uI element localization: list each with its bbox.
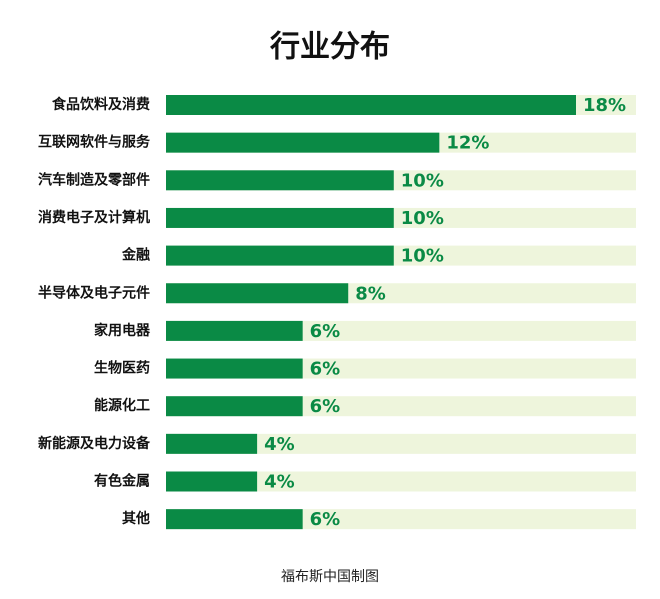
- bar: [166, 245, 394, 266]
- value-label: 18%: [583, 95, 626, 116]
- value-label: 12%: [446, 133, 489, 154]
- category-label: 金融: [121, 247, 150, 264]
- source-note: 福布斯中国制图: [281, 569, 379, 585]
- value-label: 10%: [401, 170, 444, 191]
- value-label: 8%: [355, 283, 386, 304]
- bar: [166, 509, 303, 530]
- bar: [166, 95, 576, 115]
- value-label: 6%: [310, 509, 341, 530]
- bar: [166, 358, 303, 379]
- value-label: 6%: [310, 321, 341, 342]
- category-label: 食品饮料及消费: [52, 96, 150, 113]
- category-label: 消费电子及计算机: [38, 209, 150, 226]
- category-label: 汽车制造及零部件: [38, 171, 150, 188]
- bar: [166, 396, 303, 417]
- bar-track: [166, 471, 636, 492]
- bar: [166, 132, 440, 153]
- bar: [166, 320, 303, 341]
- bar: [166, 283, 349, 304]
- value-label: 6%: [310, 359, 341, 380]
- bar: [166, 170, 394, 191]
- category-label: 新能源及电力设备: [38, 435, 151, 452]
- value-label: 4%: [264, 434, 295, 455]
- category-label: 其他: [122, 510, 150, 527]
- bar-track: [166, 433, 636, 454]
- category-label: 互联网软件与服务: [38, 134, 151, 151]
- value-label: 10%: [401, 246, 444, 267]
- bar: [166, 471, 258, 492]
- category-label: 半导体及电子元件: [38, 284, 150, 301]
- bar: [166, 207, 394, 228]
- bar: [166, 433, 258, 454]
- category-label: 能源化工: [94, 397, 150, 414]
- category-label: 有色金属: [94, 473, 150, 490]
- category-label: 生物医药: [94, 360, 150, 377]
- value-label: 10%: [401, 208, 444, 229]
- chart-title: 行业分布: [269, 30, 390, 65]
- value-label: 4%: [264, 472, 295, 493]
- category-label: 家用电器: [94, 322, 151, 339]
- value-label: 6%: [310, 396, 341, 417]
